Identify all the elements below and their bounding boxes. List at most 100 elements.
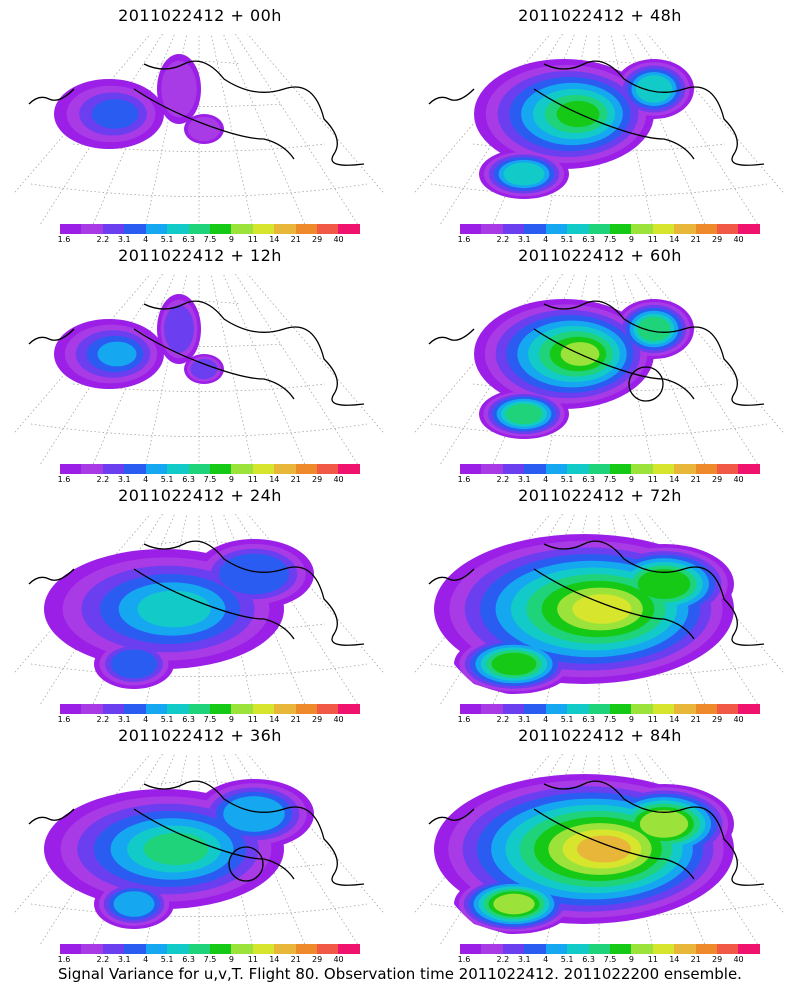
forecast-panel: 2011022412 + 12h 1.6 2.2 3.1 4 5.1 6.3 7.5 9 11 14… xyxy=(0,240,400,490)
colorbar-tick-label: 2.2 xyxy=(96,715,110,724)
colorbar-legend: 1.6 2.2 3.1 4 5.1 6.3 7.5 9 11 14 21 29 40 xyxy=(458,464,760,490)
colorbar-tick-label: 29 xyxy=(712,955,723,964)
colorbar-tick-label: 7.5 xyxy=(203,475,217,484)
colorbar-swatch xyxy=(317,224,339,234)
colorbar-tick-label: 6.3 xyxy=(582,235,595,244)
colorbar xyxy=(460,944,760,954)
colorbar-swatch xyxy=(609,704,632,714)
colorbar xyxy=(60,224,360,234)
colorbar-tick-label: 40 xyxy=(333,955,344,964)
colorbar-tick-label: 9 xyxy=(228,475,234,484)
colorbar-tick-label: 6.3 xyxy=(582,475,595,484)
variance-map xyxy=(414,754,784,944)
colorbar-swatch xyxy=(588,944,610,954)
colorbar-tick-label: 5.1 xyxy=(560,955,574,964)
colorbar-swatch xyxy=(338,704,360,714)
colorbar-legend: 1.6 2.2 3.1 4 5.1 6.3 7.5 9 11 14 21 29 40 xyxy=(58,224,360,250)
colorbar-swatch xyxy=(231,944,253,954)
colorbar-swatch xyxy=(545,944,568,954)
colorbar-tick-label: 11 xyxy=(247,235,258,244)
colorbar-tick-label: 21 xyxy=(290,475,301,484)
colorbar-tick-label: 5.1 xyxy=(560,475,574,484)
panel-title: 2011022412 + 48h xyxy=(518,6,682,25)
colorbar-tick-label: 4 xyxy=(543,955,549,964)
variance-field xyxy=(474,299,694,439)
colorbar-swatch xyxy=(738,704,760,714)
colorbar-swatch xyxy=(124,944,146,954)
coastline xyxy=(28,780,365,886)
colorbar-swatch xyxy=(460,944,482,954)
colorbar-swatch xyxy=(252,464,275,474)
colorbar-swatch xyxy=(738,944,760,954)
colorbar-tick-label: 4 xyxy=(543,235,549,244)
colorbar-swatch xyxy=(502,944,525,954)
colorbar-tick-label: 14 xyxy=(669,475,680,484)
colorbar-swatch xyxy=(631,224,653,234)
colorbar-swatch xyxy=(188,464,210,474)
colorbar-swatch xyxy=(167,224,189,234)
coastline xyxy=(428,300,765,406)
colorbar xyxy=(460,224,760,234)
coastline xyxy=(428,540,765,646)
colorbar-swatch xyxy=(81,704,103,714)
variance-field xyxy=(434,534,734,694)
colorbar-tick-label: 21 xyxy=(690,475,701,484)
colorbar-tick-label: 7.5 xyxy=(603,475,617,484)
colorbar-tick-label: 9 xyxy=(628,955,634,964)
colorbar-swatch xyxy=(124,704,146,714)
colorbar-swatch xyxy=(481,224,503,234)
colorbar-swatch xyxy=(674,704,696,714)
colorbar-tick-label: 11 xyxy=(647,475,658,484)
colorbar-tick-label: 1.6 xyxy=(57,475,71,484)
colorbar-tick-label: 9 xyxy=(628,715,634,724)
colorbar-swatch xyxy=(274,704,296,714)
colorbar-tick-label: 2.2 xyxy=(496,715,510,724)
colorbar-swatch xyxy=(652,464,675,474)
forecast-panel: 2011022412 + 24h 1.6 2.2 3.1 4 5.1 6.3 7.5 9 11 14… xyxy=(0,480,400,730)
colorbar-tick-label: 1.6 xyxy=(457,235,471,244)
colorbar-swatch xyxy=(145,944,168,954)
colorbar-swatch xyxy=(567,704,589,714)
colorbar-tick-label: 3.1 xyxy=(517,475,531,484)
colorbar-tick-label: 6.3 xyxy=(182,955,195,964)
colorbar-swatch xyxy=(81,944,103,954)
colorbar-tick-label: 21 xyxy=(690,955,701,964)
colorbar-swatch xyxy=(231,704,253,714)
colorbar-swatch xyxy=(460,224,482,234)
colorbar-tick-label: 14 xyxy=(669,235,680,244)
forecast-panel: 2011022412 + 00h 1.6 2.2 3.1 4 5.1 6.3 7.5 9 11 14… xyxy=(0,0,400,250)
colorbar-tick-label: 5.1 xyxy=(160,475,174,484)
colorbar-swatch xyxy=(460,464,482,474)
colorbar-swatch xyxy=(60,704,82,714)
colorbar-swatch xyxy=(717,704,739,714)
forecast-panel: 2011022412 + 48h 1.6 2.2 3.1 4 5.1 6.3 7.5 9 11 14… xyxy=(400,0,800,250)
colorbar-legend: 1.6 2.2 3.1 4 5.1 6.3 7.5 9 11 14 21 29 40 xyxy=(58,944,360,970)
colorbar-tick-label: 40 xyxy=(733,475,744,484)
variance-field xyxy=(474,59,694,199)
colorbar-tick-label: 29 xyxy=(312,475,323,484)
colorbar-swatch xyxy=(81,464,103,474)
variance-map xyxy=(14,274,384,464)
variance-field xyxy=(44,539,314,689)
colorbar-legend: 1.6 2.2 3.1 4 5.1 6.3 7.5 9 11 14 21 29 40 xyxy=(458,944,760,970)
colorbar-tick-label: 2.2 xyxy=(496,955,510,964)
forecast-panel: 2011022412 + 36h 1.6 2.2 3.1 4 5.1 6.3 7.5 9 11 14… xyxy=(0,720,400,970)
colorbar-swatch xyxy=(295,464,318,474)
forecast-panel: 2011022412 + 84h 1.6 2.2 3.1 4 5.1 6.3 7.5 9 11 14… xyxy=(400,720,800,970)
colorbar-swatch xyxy=(295,224,318,234)
colorbar-tick-label: 14 xyxy=(669,715,680,724)
colorbar-tick-label: 4 xyxy=(543,715,549,724)
colorbar-swatch xyxy=(102,704,125,714)
colorbar-swatch xyxy=(674,464,696,474)
colorbar xyxy=(60,464,360,474)
colorbar xyxy=(60,944,360,954)
colorbar-tick-label: 2.2 xyxy=(96,955,110,964)
colorbar-swatch xyxy=(481,944,503,954)
colorbar-tick-label: 11 xyxy=(647,235,658,244)
colorbar-tick-label: 29 xyxy=(312,235,323,244)
colorbar-tick-label: 14 xyxy=(669,955,680,964)
colorbar-tick-label: 7.5 xyxy=(203,715,217,724)
colorbar-tick-label: 14 xyxy=(269,475,280,484)
highlight-circle xyxy=(628,366,664,402)
colorbar-tick-label: 9 xyxy=(228,955,234,964)
